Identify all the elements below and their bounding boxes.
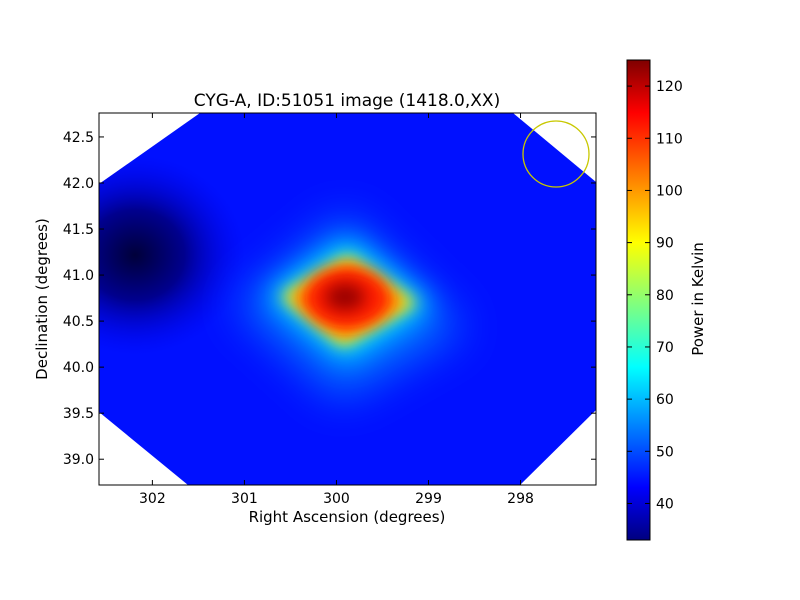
y-tick-label: 41.5 [63,222,94,238]
colorbar-ticks: 40 50 60 70 80 90 100 110 120 [627,79,683,512]
colorbar-bar [626,59,651,541]
colorbar-tick-label: 100 [656,183,683,199]
colorbar: 40 50 60 70 80 90 100 110 120 Power in Kelvin [626,59,707,541]
colorbar-label: Power in Kelvin [689,242,707,356]
colorbar-tick-label: 90 [656,236,674,252]
y-tick-label: 41.0 [63,268,94,284]
x-tick-label: 302 [139,491,166,507]
colorbar-tick-label: 80 [656,288,674,304]
colorbar-tick-label: 70 [656,340,674,356]
colorbar-tick-label: 50 [656,444,674,460]
heatmap-image [99,113,596,485]
y-tick-label: 39.0 [63,452,94,468]
y-axis-label: Declination (degrees) [33,218,51,380]
y-tick-label: 42.0 [63,176,94,192]
source-peak-core [325,283,365,311]
x-axis-label: Right Ascension (degrees) [249,508,446,526]
x-tick-label: 299 [415,491,442,507]
y-axis-ticks: 39.0 39.5 40.0 40.5 41.0 41.5 42.0 42.5 [63,130,596,468]
x-tick-label: 298 [507,491,534,507]
colorbar-tick-label: 60 [656,392,674,408]
chart-title: CYG-A, ID:51051 image (1418.0,XX) [194,91,500,111]
x-tick-label: 301 [231,491,258,507]
x-axis-ticks: 302 301 300 299 298 [139,113,534,507]
colorbar-tick-label: 40 [656,496,674,512]
beam-circle [522,120,590,188]
cold-region [99,155,245,355]
colorbar-tick-label: 120 [656,79,683,95]
y-tick-label: 40.0 [63,360,94,376]
x-tick-label: 300 [323,491,350,507]
y-tick-label: 40.5 [63,314,94,330]
y-tick-label: 42.5 [63,130,94,146]
plot-frame [98,112,597,486]
y-tick-label: 39.5 [63,406,94,422]
colorbar-tick-label: 110 [656,131,683,147]
